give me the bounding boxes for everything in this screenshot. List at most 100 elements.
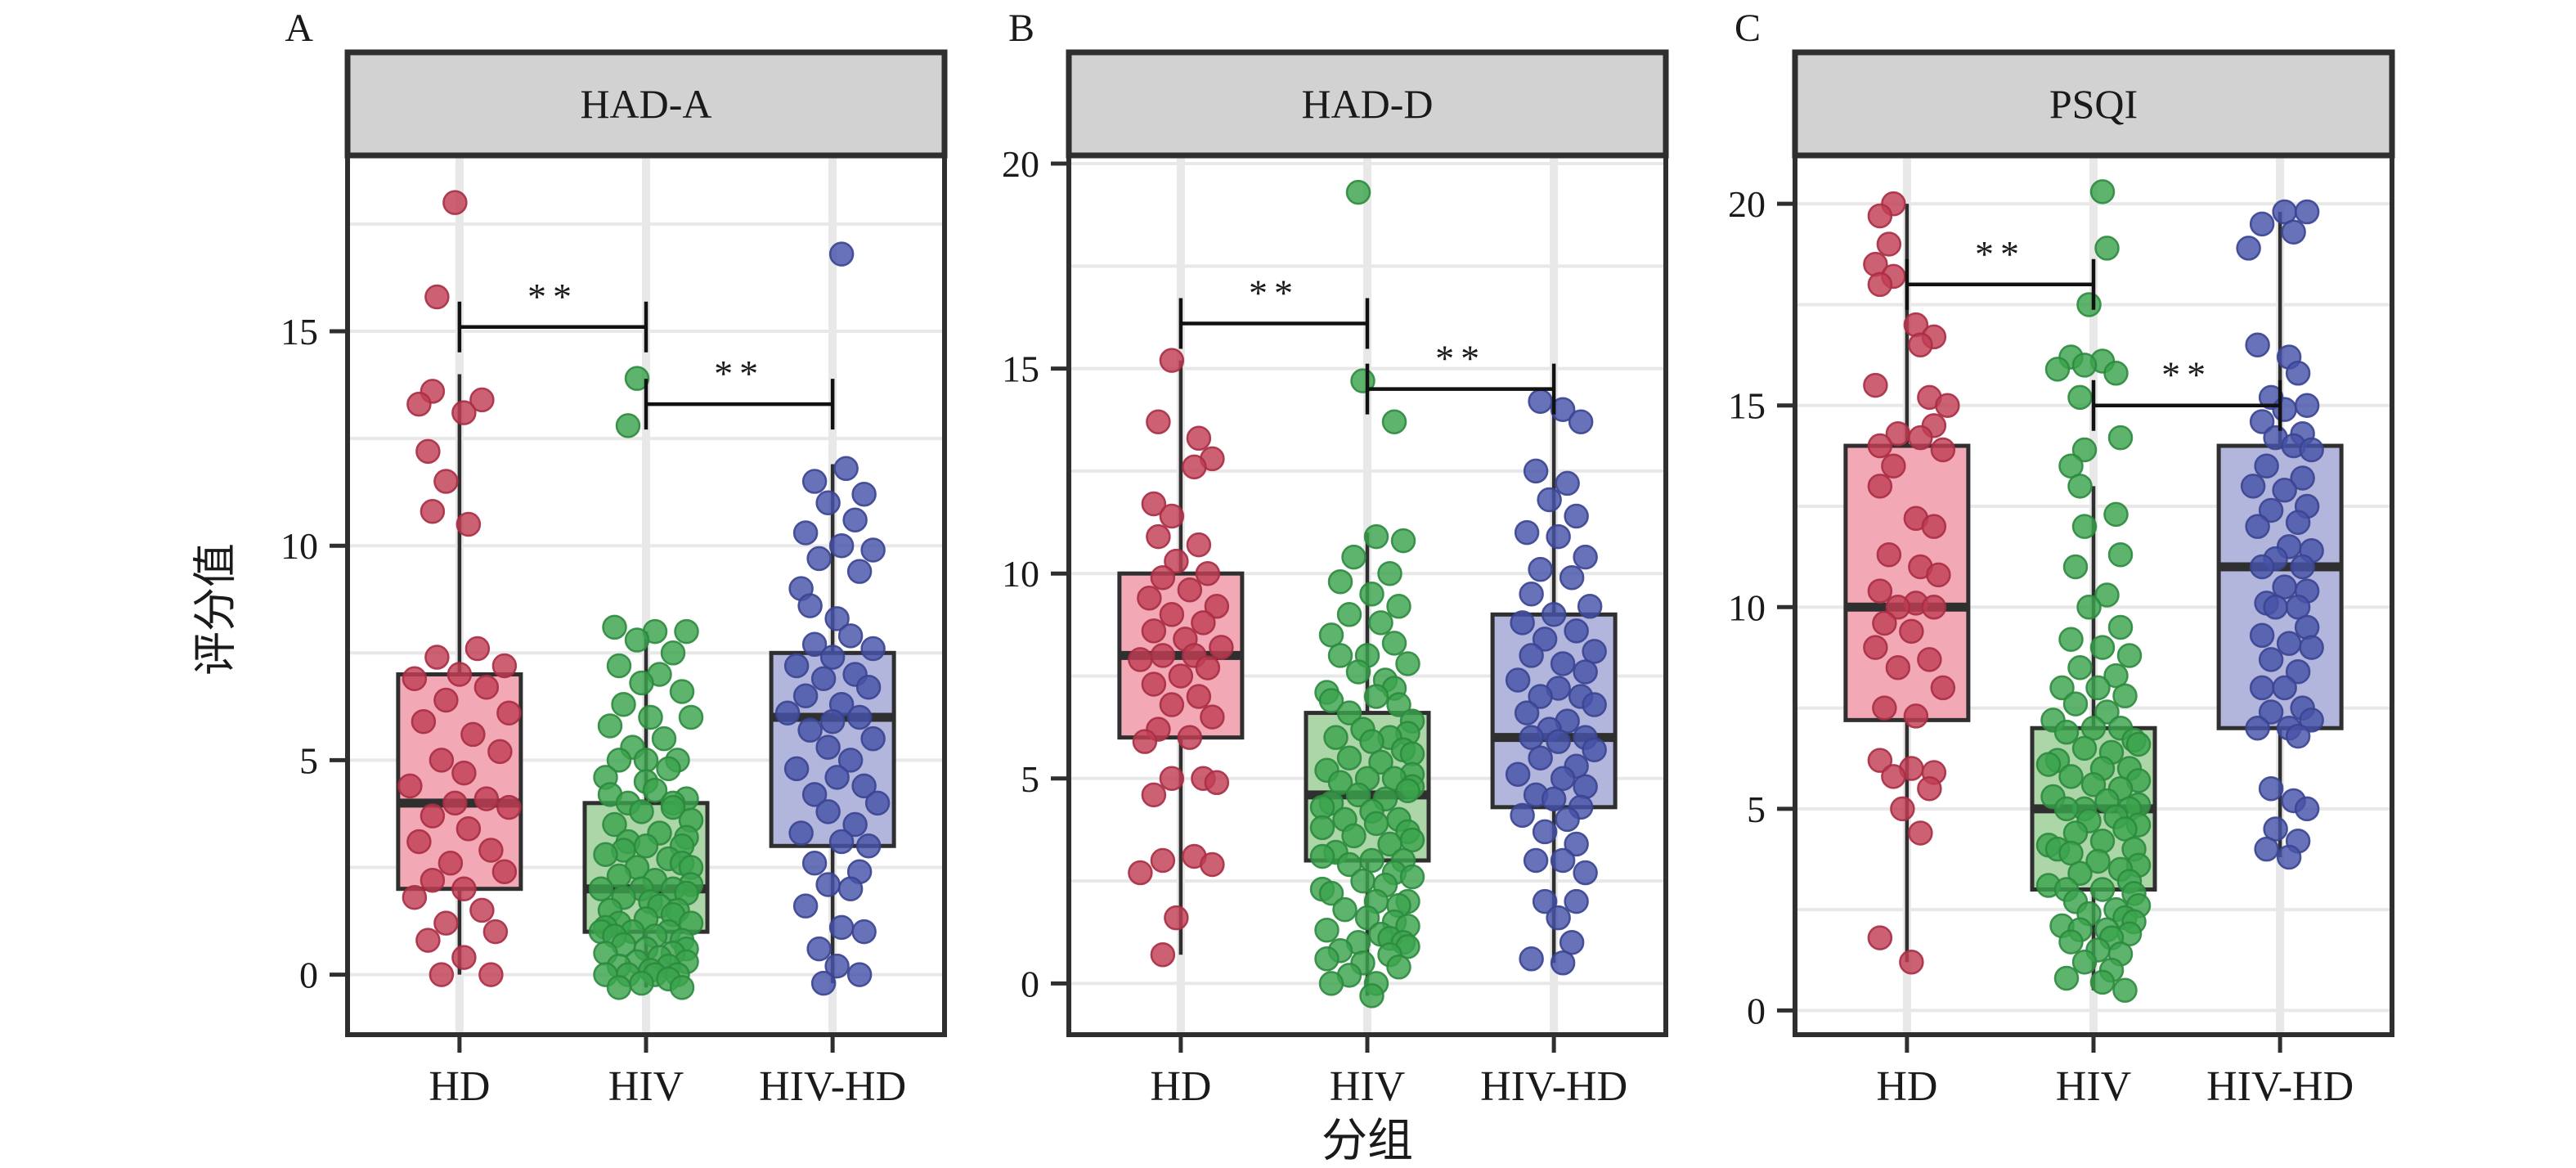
jitter-point	[1523, 458, 1549, 484]
jitter-point	[2258, 699, 2284, 725]
significance-bracket: **	[1178, 272, 1370, 349]
jitter-point	[1150, 643, 1176, 668]
gridline-vertical	[642, 155, 650, 1035]
jitter-point	[656, 756, 681, 782]
significance-bracket: **	[1905, 233, 2096, 310]
jitter-point	[2240, 474, 2266, 499]
jitter-point	[1555, 470, 1580, 496]
jitter-point	[774, 700, 801, 726]
jitter-point	[1582, 692, 1607, 717]
significance-label: **	[2161, 354, 2212, 396]
jitter-point	[1336, 745, 1362, 770]
jitter-point	[2094, 236, 2120, 261]
significance-bracket: **	[2091, 354, 2282, 431]
jitter-point	[1510, 610, 1535, 636]
jitter-point	[1876, 231, 1902, 257]
jitter-point	[602, 614, 627, 640]
jitter-point	[1363, 684, 1389, 709]
jitter-point	[2125, 731, 2152, 757]
jitter-point	[846, 962, 873, 987]
jitter-point	[588, 876, 614, 901]
jitter-point	[420, 498, 446, 524]
jitter-points-hiv-hd	[2236, 199, 2324, 870]
jitter-point	[1395, 651, 1420, 676]
jitter-point	[846, 559, 873, 584]
jitter-point	[1532, 819, 1558, 845]
jitter-point	[801, 631, 828, 658]
jitter-point	[442, 190, 468, 215]
jitter-point	[1582, 737, 1607, 762]
jitter-point	[1890, 796, 1915, 822]
jitter-point	[2076, 292, 2102, 317]
jitter-point	[815, 734, 841, 760]
jitter-point	[1368, 610, 1393, 636]
jitter-point	[1885, 595, 1911, 620]
jitter-point	[2285, 510, 2311, 535]
jitter-point	[815, 490, 841, 516]
jitter-point	[1921, 595, 1947, 620]
jitter-point	[1359, 847, 1384, 874]
jitter-point	[788, 820, 814, 846]
jitter-point	[1164, 548, 1189, 574]
jitter-point	[669, 679, 695, 704]
jitter-point	[433, 687, 459, 713]
jitter-point	[851, 482, 877, 507]
jitter-point	[451, 760, 477, 786]
jitter-point	[629, 670, 654, 696]
jitter-point	[1573, 659, 1598, 685]
jitter-point	[424, 645, 450, 670]
jitter-point	[1159, 503, 1185, 529]
jitter-point	[624, 627, 650, 653]
jitter-points-hiv	[588, 366, 704, 1000]
jitter-point	[1386, 594, 1411, 619]
jitter-point	[1519, 643, 1544, 668]
y-tick-label: 10	[280, 525, 318, 567]
panel-had-d: ** ** HAD-D 0 5 10 15 20 HD HIV HIV-HD B	[1002, 7, 1669, 1110]
jitter-point	[2053, 719, 2080, 745]
jitter-point	[2067, 655, 2093, 681]
jitter-point	[496, 700, 522, 726]
jitter-point	[2245, 514, 2270, 539]
jitter-point	[1577, 594, 1603, 619]
jitter-point	[1917, 775, 1942, 802]
jitter-point	[2107, 425, 2134, 451]
jitter-point	[2294, 796, 2320, 822]
jitter-point	[1318, 971, 1344, 996]
jitter-point	[1541, 786, 1567, 812]
jitter-point	[1128, 647, 1153, 672]
jitter-point	[651, 726, 677, 752]
jitter-point	[1327, 568, 1353, 595]
jitter-point	[2053, 965, 2080, 991]
jitter-point	[1345, 782, 1371, 808]
jitter-point	[2085, 675, 2111, 701]
jitter-point	[1309, 815, 1335, 841]
jitter-point	[815, 872, 841, 897]
jitter-point	[2094, 699, 2120, 725]
jitter-point	[438, 850, 464, 876]
y-tick-label: 0	[1747, 990, 1766, 1031]
jitter-point	[824, 606, 850, 631]
jitter-point	[1399, 741, 1425, 766]
jitter-point	[2071, 353, 2098, 378]
jitter-point	[1546, 729, 1571, 754]
jitter-point	[1132, 729, 1158, 754]
jitter-point	[2263, 816, 2288, 842]
jitter-point	[2258, 497, 2284, 523]
jitter-point	[1345, 659, 1371, 685]
jitter-point	[433, 469, 459, 494]
jitter-point	[1519, 725, 1544, 750]
jitter-point	[819, 645, 846, 670]
jitter-point	[1386, 955, 1411, 980]
jitter-point	[2067, 474, 2093, 499]
jitter-point	[442, 790, 468, 816]
jitter-point	[2076, 595, 2102, 620]
jitter-point	[624, 366, 650, 391]
jitter-point	[1550, 651, 1576, 676]
jitter-point	[1177, 725, 1203, 750]
jitter-point	[2112, 816, 2138, 842]
jitter-point	[469, 387, 495, 413]
jitter-point	[2107, 614, 2134, 640]
jitter-point	[1177, 577, 1203, 603]
jitter-point	[2062, 554, 2089, 580]
y-tick-label: 5	[299, 739, 318, 781]
